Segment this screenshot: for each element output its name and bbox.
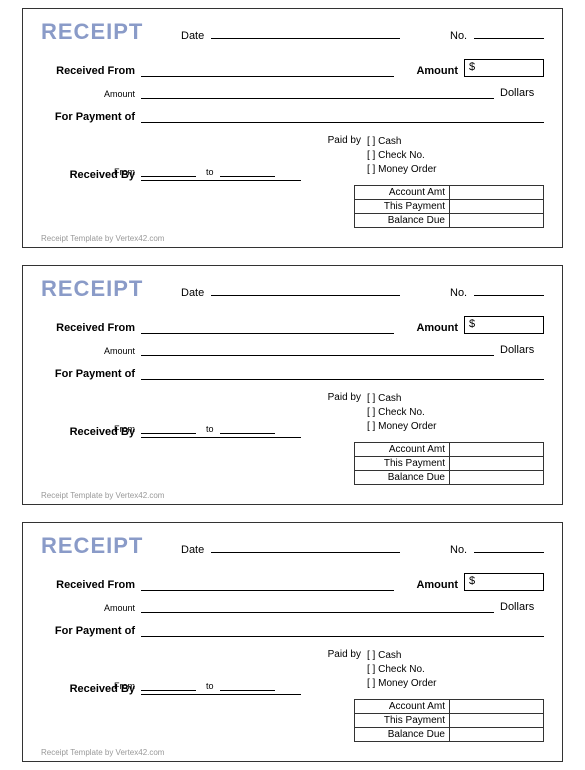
amount-word-label: Amount <box>41 603 141 613</box>
received-by-line[interactable] <box>141 169 301 181</box>
paid-by-label: Paid by <box>311 392 367 434</box>
account-amt-value[interactable] <box>450 186 544 200</box>
account-amt-value[interactable] <box>450 700 544 714</box>
balance-due-label: Balance Due <box>355 214 450 228</box>
balance-due-value[interactable] <box>450 728 544 742</box>
summary-table: Account Amt This Payment Balance Due <box>354 442 544 485</box>
received-by-line[interactable] <box>141 426 301 438</box>
account-amt-label: Account Amt <box>355 700 450 714</box>
paid-by-label: Paid by <box>311 135 367 177</box>
summary-table: Account Amt This Payment Balance Due <box>354 699 544 742</box>
received-from-label: Received From <box>41 65 141 77</box>
pay-options: [ ] Cash [ ] Check No. [ ] Money Order <box>367 649 436 691</box>
account-amt-value[interactable] <box>450 443 544 457</box>
no-label: No. <box>450 544 474 556</box>
date-label: Date <box>181 287 211 299</box>
summary-table: Account Amt This Payment Balance Due <box>354 185 544 228</box>
no-input-line[interactable] <box>474 284 544 296</box>
account-amt-label: Account Amt <box>355 186 450 200</box>
for-payment-label: For Payment of <box>41 111 141 123</box>
amount-box[interactable]: $ <box>464 316 544 334</box>
paid-by-label: Paid by <box>311 649 367 691</box>
pay-cash[interactable]: [ ] Cash <box>367 135 436 149</box>
date-label: Date <box>181 30 211 42</box>
for-payment-line[interactable] <box>141 625 544 637</box>
balance-due-label: Balance Due <box>355 471 450 485</box>
received-by-label: Received By <box>41 683 141 695</box>
for-payment-label: For Payment of <box>41 368 141 380</box>
received-from-line[interactable] <box>141 65 394 77</box>
dollars-label: Dollars <box>500 87 544 99</box>
for-payment-label: For Payment of <box>41 625 141 637</box>
pay-money-order[interactable]: [ ] Money Order <box>367 420 436 434</box>
receipt-block-2: RECEIPT Date No. Received From Amount $ … <box>22 265 563 505</box>
dollars-label: Dollars <box>500 344 544 356</box>
received-by-label: Received By <box>41 169 141 181</box>
no-input-line[interactable] <box>474 541 544 553</box>
receipt-title: RECEIPT <box>41 533 181 559</box>
amount-word-label: Amount <box>41 346 141 356</box>
pay-money-order[interactable]: [ ] Money Order <box>367 677 436 691</box>
pay-check[interactable]: [ ] Check No. <box>367 663 436 677</box>
footer-text: Receipt Template by Vertex42.com <box>41 748 544 757</box>
balance-due-value[interactable] <box>450 471 544 485</box>
received-from-line[interactable] <box>141 579 394 591</box>
this-payment-value[interactable] <box>450 714 544 728</box>
amount-label: Amount <box>414 579 464 591</box>
date-input-line[interactable] <box>211 284 400 296</box>
amount-word-line[interactable] <box>141 601 494 613</box>
amount-box[interactable]: $ <box>464 59 544 77</box>
receipt-block-1: RECEIPT Date No. Received From Amount $ … <box>22 8 563 248</box>
balance-due-label: Balance Due <box>355 728 450 742</box>
for-payment-line[interactable] <box>141 368 544 380</box>
amount-label: Amount <box>414 322 464 334</box>
pay-check[interactable]: [ ] Check No. <box>367 149 436 163</box>
amount-symbol: $ <box>469 575 475 587</box>
date-input-line[interactable] <box>211 541 400 553</box>
no-label: No. <box>450 30 474 42</box>
amount-box[interactable]: $ <box>464 573 544 591</box>
this-payment-value[interactable] <box>450 457 544 471</box>
footer-text: Receipt Template by Vertex42.com <box>41 491 544 500</box>
received-from-label: Received From <box>41 322 141 334</box>
received-from-label: Received From <box>41 579 141 591</box>
amount-word-label: Amount <box>41 89 141 99</box>
pay-options: [ ] Cash [ ] Check No. [ ] Money Order <box>367 392 436 434</box>
pay-cash[interactable]: [ ] Cash <box>367 392 436 406</box>
receipt-title: RECEIPT <box>41 276 181 302</box>
received-by-line[interactable] <box>141 683 301 695</box>
amount-label: Amount <box>414 65 464 77</box>
account-amt-label: Account Amt <box>355 443 450 457</box>
date-input-line[interactable] <box>211 27 400 39</box>
receipt-title: RECEIPT <box>41 19 181 45</box>
footer-text: Receipt Template by Vertex42.com <box>41 234 544 243</box>
pay-options: [ ] Cash [ ] Check No. [ ] Money Order <box>367 135 436 177</box>
received-by-label: Received By <box>41 426 141 438</box>
pay-cash[interactable]: [ ] Cash <box>367 649 436 663</box>
this-payment-label: This Payment <box>355 200 450 214</box>
no-label: No. <box>450 287 474 299</box>
dollars-label: Dollars <box>500 601 544 613</box>
date-label: Date <box>181 544 211 556</box>
this-payment-label: This Payment <box>355 457 450 471</box>
amount-symbol: $ <box>469 318 475 330</box>
receipt-block-3: RECEIPT Date No. Received From Amount $ … <box>22 522 563 762</box>
pay-money-order[interactable]: [ ] Money Order <box>367 163 436 177</box>
balance-due-value[interactable] <box>450 214 544 228</box>
no-input-line[interactable] <box>474 27 544 39</box>
amount-word-line[interactable] <box>141 344 494 356</box>
this-payment-value[interactable] <box>450 200 544 214</box>
amount-symbol: $ <box>469 61 475 73</box>
for-payment-line[interactable] <box>141 111 544 123</box>
amount-word-line[interactable] <box>141 87 494 99</box>
this-payment-label: This Payment <box>355 714 450 728</box>
received-from-line[interactable] <box>141 322 394 334</box>
pay-check[interactable]: [ ] Check No. <box>367 406 436 420</box>
